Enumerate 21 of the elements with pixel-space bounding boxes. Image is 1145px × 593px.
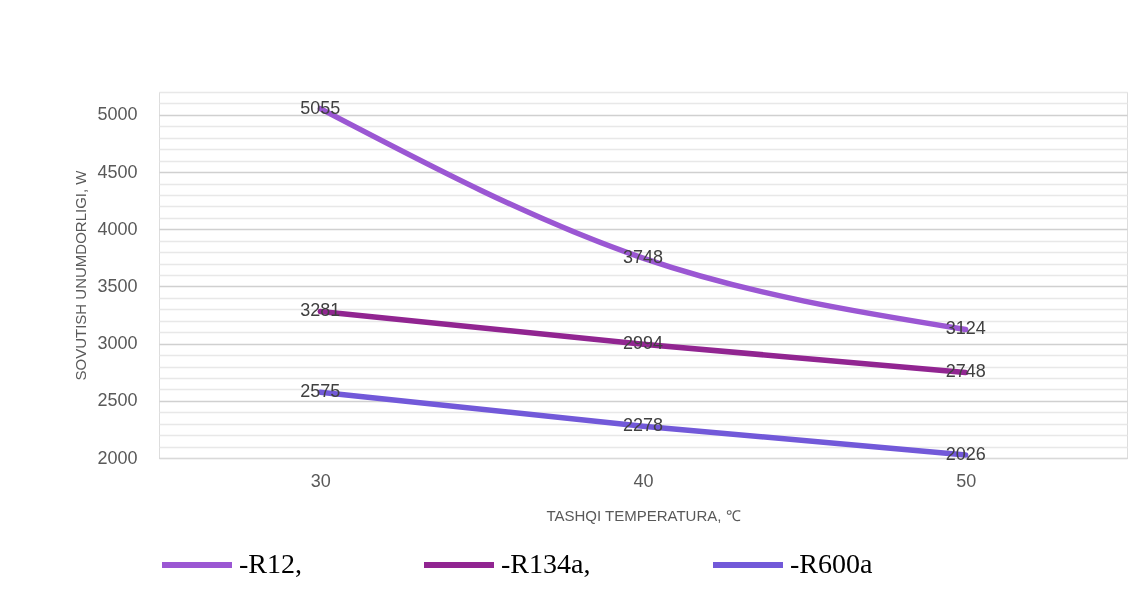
- data-label: 2575: [300, 381, 341, 402]
- legend-label: -R134a,: [501, 548, 591, 579]
- data-label: 3124: [945, 318, 986, 339]
- y-axis-title: SOVUTISH UNUMDORLIGI, W: [72, 169, 90, 381]
- y-tick-label: 3000: [97, 333, 138, 354]
- y-tick-label: 4500: [97, 161, 138, 182]
- y-tick-label: 4000: [97, 218, 138, 239]
- x-tick-label: 30: [310, 470, 331, 491]
- legend-label: -R600a: [790, 548, 873, 579]
- data-label: 5055: [300, 97, 341, 118]
- legend-label: -R12,: [239, 548, 302, 579]
- y-tick-label: 3500: [97, 275, 138, 296]
- y-tick-label: 2000: [97, 447, 138, 468]
- data-label: 2026: [945, 444, 986, 465]
- x-tick-label: 50: [956, 470, 977, 491]
- x-axis-title: TASHQI TEMPERATURA, ℃: [546, 506, 741, 524]
- y-tick-label: 2500: [97, 390, 138, 411]
- data-label: 2748: [945, 361, 986, 382]
- data-label: 3281: [300, 300, 341, 321]
- y-tick-label: 5000: [97, 104, 138, 125]
- x-tick-label: 40: [633, 470, 654, 491]
